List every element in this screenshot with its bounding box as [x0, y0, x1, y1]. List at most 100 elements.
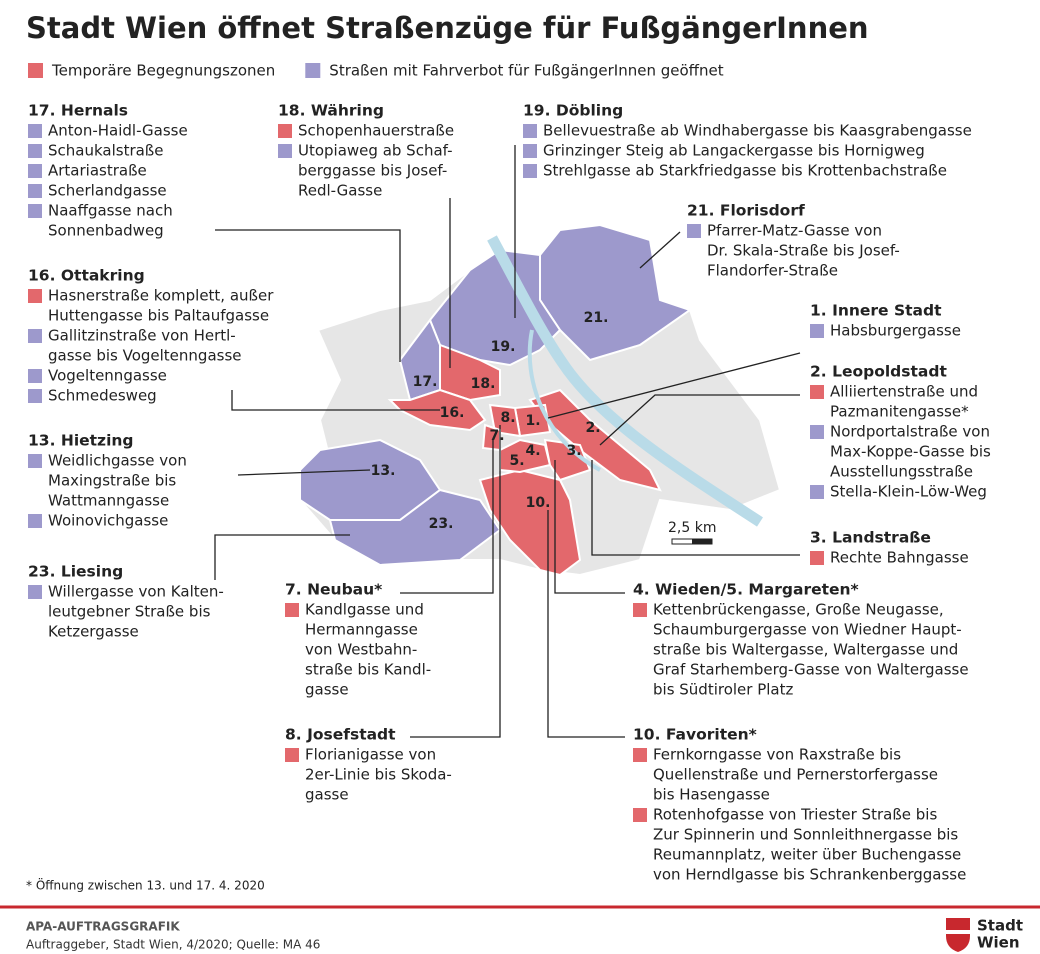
- street-swatch: [810, 485, 824, 499]
- title: Stadt Wien öffnet Straßenzüge für Fußgän…: [26, 11, 869, 45]
- street-swatch: [285, 748, 299, 762]
- street-name: Rechte Bahngasse: [830, 549, 969, 567]
- district-number: 10.: [526, 495, 551, 511]
- district-number: 8.: [500, 410, 515, 426]
- street-name: Grinzinger Steig ab Langackergasse bis H…: [543, 142, 925, 160]
- street-name: Graf Starhemberg-Gasse von Waltergasse: [653, 661, 969, 679]
- legend-label: Temporäre Begegnungszonen: [51, 62, 275, 80]
- street-name: Vogeltenngasse: [48, 367, 167, 385]
- street-name: Ketzergasse: [48, 623, 139, 641]
- street-swatch: [687, 224, 701, 238]
- street-name: Rotenhofgasse von Triester Straße bis: [653, 806, 937, 824]
- footnote: * Öffnung zwischen 13. und 17. 4. 2020: [26, 877, 265, 893]
- street-swatch: [810, 385, 824, 399]
- district-heading: 4. Wieden/5. Margareten*: [633, 581, 859, 599]
- street-name: Sonnenbadweg: [48, 222, 164, 240]
- street-name: Reumannplatz, weiter über Buchengasse: [653, 846, 961, 864]
- street-name: Maxingstraße bis: [48, 472, 176, 490]
- street-name: von Westbahn-: [305, 641, 417, 659]
- street-name: Zur Spinnerin und Sonnleithnergasse bis: [653, 826, 958, 844]
- district-heading: 2. Leopoldstadt: [810, 363, 947, 381]
- district-heading: 21. Florisdorf: [687, 202, 805, 220]
- credit: APA-AUFTRAGSGRAFIK: [26, 920, 180, 934]
- street-name: Schmedesweg: [48, 387, 157, 405]
- street-swatch: [28, 144, 42, 158]
- street-name: Scherlandgasse: [48, 182, 167, 200]
- district-number: 1.: [525, 413, 540, 429]
- district-heading: 17. Hernals: [28, 102, 128, 120]
- district-number: 21.: [584, 310, 609, 326]
- district-number: 2.: [585, 420, 600, 436]
- district-heading: 8. Josefstadt: [285, 726, 396, 744]
- street-name: Wattmanngasse: [48, 492, 169, 510]
- district-number: 18.: [471, 376, 496, 392]
- street-swatch: [523, 144, 537, 158]
- street-name: Anton-Haidl-Gasse: [48, 122, 188, 140]
- street-name: Pfarrer-Matz-Gasse von: [707, 222, 882, 240]
- street-name: Woinovichgasse: [48, 512, 168, 530]
- street-name: Alliiertenstraße und: [830, 383, 978, 401]
- street-name: von Herndlgasse bis Schrankenberggasse: [653, 866, 966, 884]
- street-swatch: [523, 124, 537, 138]
- street-name: Habsburgergasse: [830, 322, 961, 340]
- street-name: Hasnerstraße komplett, außer: [48, 287, 274, 305]
- district-heading: 13. Hietzing: [28, 432, 134, 450]
- street-swatch: [28, 289, 42, 303]
- street-swatch: [28, 389, 42, 403]
- district-heading: 16. Ottakring: [28, 267, 145, 285]
- district-number: 19.: [491, 339, 516, 355]
- street-name: Nordportalstraße von: [830, 423, 990, 441]
- street-name: Dr. Skala-Straße bis Josef-: [707, 242, 900, 260]
- district: [543, 438, 592, 482]
- street-name: Willergasse von Kalten-: [48, 583, 224, 601]
- street-name: Strehlgasse ab Starkfriedgasse bis Krott…: [543, 162, 947, 180]
- street-swatch: [278, 144, 292, 158]
- street-name: leutgebner Straße bis: [48, 603, 211, 621]
- street-name: Quellenstraße und Pernerstorfergasse: [653, 766, 938, 784]
- logo-shield: [946, 918, 970, 952]
- street-swatch: [810, 324, 824, 338]
- street-swatch: [28, 454, 42, 468]
- street-swatch: [810, 551, 824, 565]
- street-name: Schaumburgergasse von Wiedner Haupt-: [653, 621, 962, 639]
- street-name: Kettenbrückengasse, Große Neugasse,: [653, 601, 944, 619]
- street-name: Utopiaweg ab Schaf-: [298, 142, 453, 160]
- street-name: Schopenhauerstraße: [298, 122, 454, 140]
- street-name: gasse: [305, 786, 349, 804]
- street-name: Redl-Gasse: [298, 182, 382, 200]
- street-swatch: [28, 204, 42, 218]
- street-name: gasse bis Vogeltenngasse: [48, 347, 242, 365]
- street-name: Hermanngasse: [305, 621, 418, 639]
- street-swatch: [28, 514, 42, 528]
- street-name: Fernkorngasse von Raxstraße bis: [653, 746, 901, 764]
- street-swatch: [633, 748, 647, 762]
- street-swatch: [633, 808, 647, 822]
- canal: [527, 329, 601, 472]
- street-swatch: [28, 164, 42, 178]
- street-name: Kandlgasse und: [305, 601, 424, 619]
- street-name: Flandorfer-Straße: [707, 262, 838, 280]
- street-name: Weidlichgasse von: [48, 452, 187, 470]
- scale-label: 2,5 km: [668, 520, 716, 536]
- district-number: 13.: [371, 463, 396, 479]
- street-swatch: [810, 425, 824, 439]
- street-swatch: [28, 124, 42, 138]
- district-heading: 1. Innere Stadt: [810, 302, 942, 320]
- street-swatch: [278, 124, 292, 138]
- street-name: Artariastraße: [48, 162, 147, 180]
- street-name: straße bis Waltergasse, Waltergasse und: [653, 641, 958, 659]
- street-swatch: [28, 329, 42, 343]
- district-number: 23.: [429, 516, 454, 532]
- street-swatch: [633, 603, 647, 617]
- district-heading: 10. Favoriten*: [633, 726, 757, 744]
- street-name: bis Südtiroler Platz: [653, 681, 794, 699]
- street-swatch: [285, 603, 299, 617]
- street-name: 2er-Linie bis Skoda-: [305, 766, 452, 784]
- street-name: Stella-Klein-Löw-Weg: [830, 483, 987, 501]
- legend-label: Straßen mit Fahrverbot für FußgängerInne…: [329, 62, 723, 80]
- street-name: Bellevuestraße ab Windhabergasse bis Kaa…: [543, 122, 972, 140]
- street-name: Max-Koppe-Gasse bis: [830, 443, 991, 461]
- district-number: 3.: [566, 443, 581, 459]
- district-number: 4.: [525, 443, 540, 459]
